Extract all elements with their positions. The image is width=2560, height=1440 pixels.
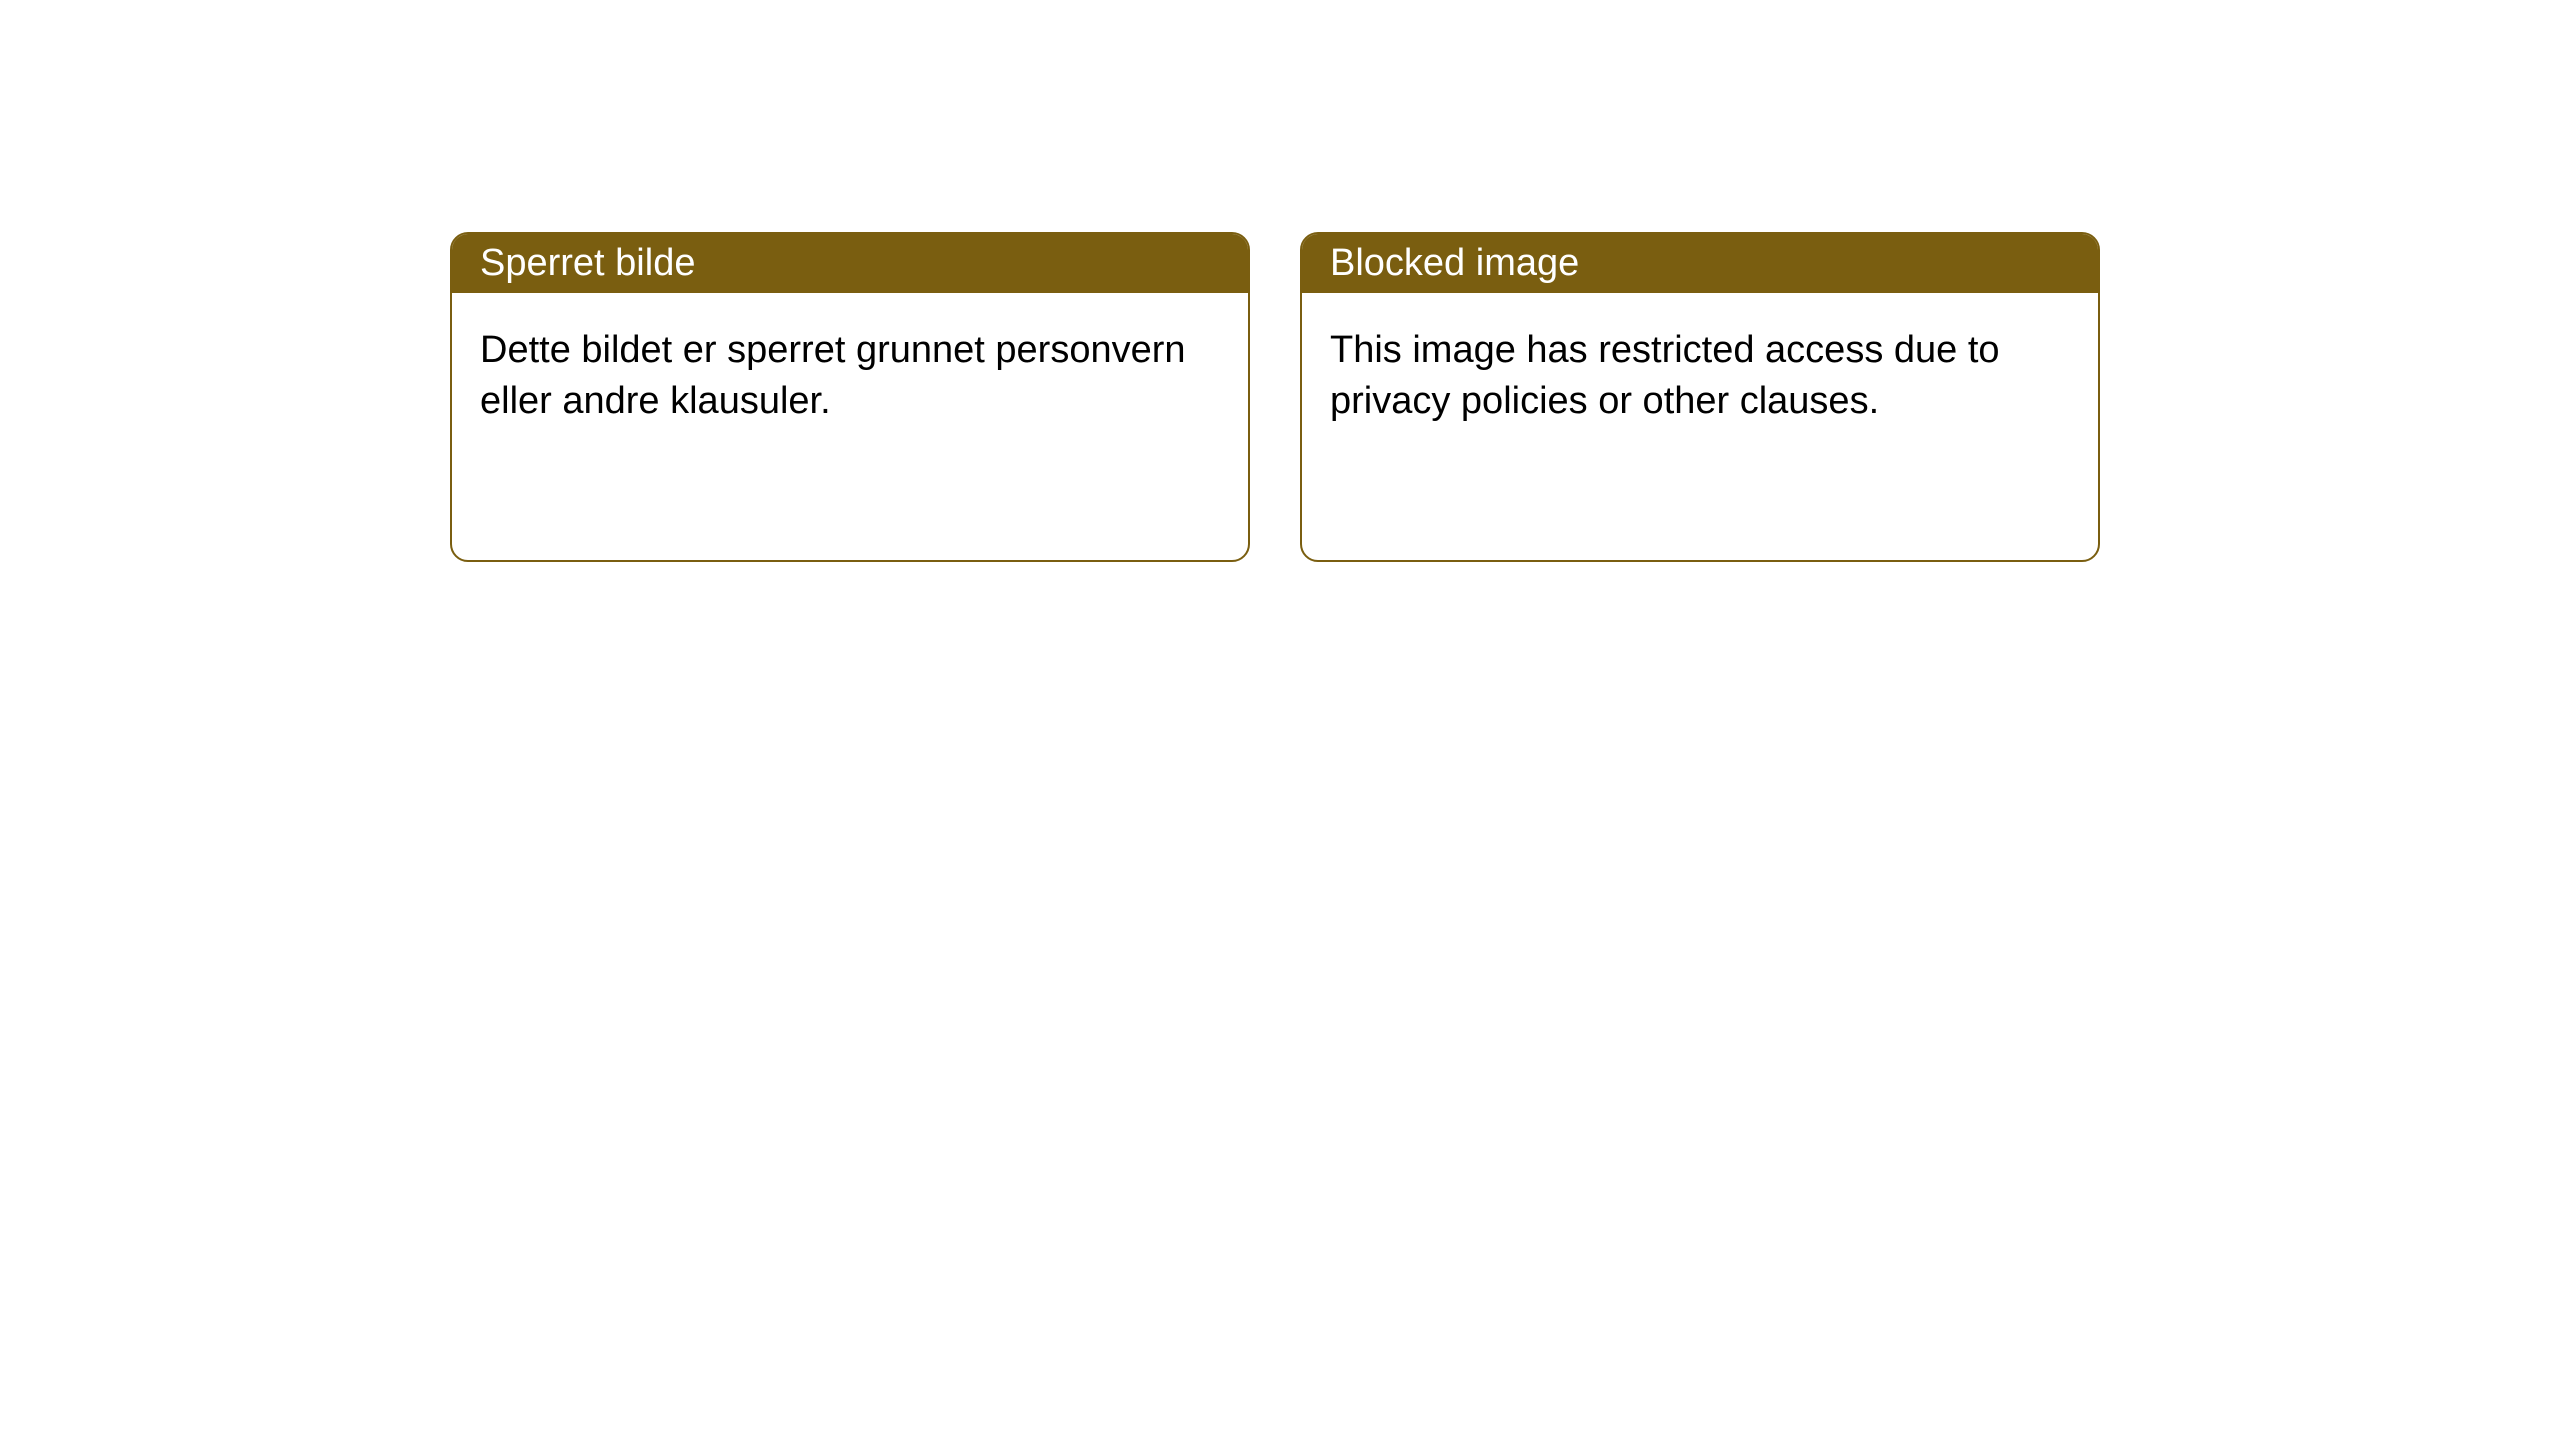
notice-title: Sperret bilde: [480, 242, 695, 284]
notices-container: Sperret bilde Dette bildet er sperret gr…: [0, 0, 2560, 562]
notice-card-norwegian: Sperret bilde Dette bildet er sperret gr…: [450, 232, 1250, 562]
notice-title: Blocked image: [1330, 242, 1579, 284]
notice-header: Sperret bilde: [452, 234, 1248, 293]
notice-body-text: Dette bildet er sperret grunnet personve…: [480, 329, 1186, 422]
notice-body: Dette bildet er sperret grunnet personve…: [452, 293, 1248, 460]
notice-body: This image has restricted access due to …: [1302, 293, 2098, 460]
notice-card-english: Blocked image This image has restricted …: [1300, 232, 2100, 562]
notice-header: Blocked image: [1302, 234, 2098, 293]
notice-body-text: This image has restricted access due to …: [1330, 329, 2000, 422]
